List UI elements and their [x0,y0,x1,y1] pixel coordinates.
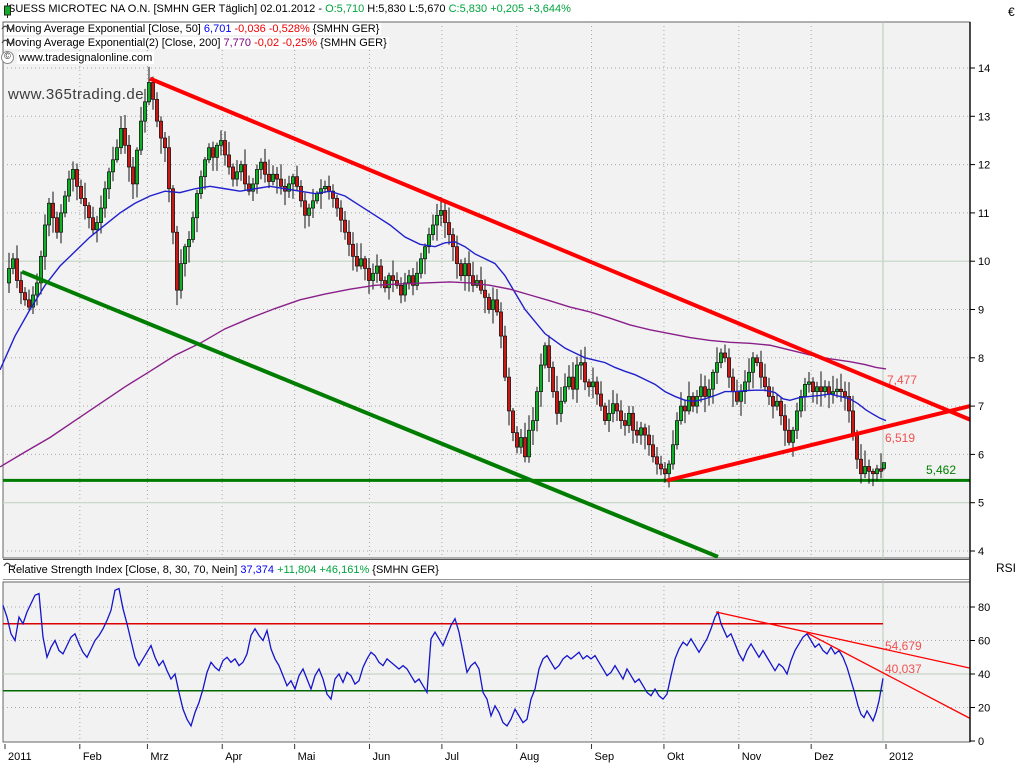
month-label: Aug [520,751,540,763]
header-segment: Relative Strength Index [Close, 8, 30, 7… [8,563,241,576]
price-tick-label: 10 [978,256,990,268]
resistance-trendline[interactable] [149,76,971,422]
rsi-axis[interactable]: RSI 80 60 40 20 0 [970,561,1016,748]
value-label: 7,477 [887,373,917,387]
month-label: 2012 [889,751,913,763]
instrument-summary: SUESS MICROTEC NA O.N. [SMHN GER Täglich… [6,3,573,15]
price-tick-label: 11 [978,208,989,220]
rsi-line[interactable] [2,587,884,728]
month-label: Dez [814,751,834,763]
header-segment: -0,02 -0,25% [254,37,321,49]
rsi-axis-label: RSI [996,561,1016,575]
price-tick-label: 8 [978,353,984,365]
value-label: 6,519 [885,431,915,445]
rsi-trendline-lower[interactable] [806,632,971,719]
header-segment: 7,770 [223,37,255,49]
month-label: Feb [83,751,102,763]
rsi-trendline-upper[interactable] [715,611,971,669]
header-segment: SUESS MICROTEC NA O.N. [SMHN GER Täglich… [8,3,326,15]
ma50-line[interactable] [0,185,887,422]
rsi-header: Relative Strength Index [Close, 8, 30, 7… [3,559,969,580]
price-tick-label: 6 [978,449,984,461]
header-segment: +11,804 +46,161% [277,563,373,576]
channel-trendline[interactable] [21,269,719,559]
price-tick-label: 13 [978,111,990,123]
copyright-line: © www.tradesignalonline.com [1,51,155,64]
value-label: 5,462 [926,463,956,477]
trendline-value-labels: 7,477 6,519 5,462 54,679 40,037 [885,373,956,676]
value-label: 40,037 [885,662,922,676]
rsi-gridlines [3,606,970,708]
month-gridlines [79,22,812,742]
header-segment: O:5,710 [325,3,368,15]
price-tick-label: 9 [978,305,984,317]
candlestick-series [7,66,886,488]
month-label: Sep [595,751,615,763]
value-label: 54,679 [885,639,922,653]
rsi-tick-label: 40 [978,669,990,681]
month-label: Jun [372,751,390,763]
month-label: Mai [298,751,316,763]
month-label: Mrz [150,751,168,763]
price-tick-label: 7 [978,401,984,413]
time-axis[interactable]: 2011 Feb Mrz Apr Mai Jun Jul Aug Sep Okt Nov Dez 201… [4,744,913,763]
copyright-text: www.tradesignalonline.com [17,51,155,64]
header-segment: H:5,830 L:5,670 [367,3,449,15]
header-segment: -0,036 -0,528% [234,23,313,35]
price-tick-label: 5 [978,498,984,510]
price-tick-label: 12 [978,160,990,172]
ma200-summary: Moving Average Exponential(2) [Close, 20… [4,37,389,49]
rsi-tick-label: 80 [978,602,990,614]
currency-label: € [1008,5,1015,19]
header-segment: {SMHN GER} [320,37,387,49]
rsi-chart-area[interactable] [2,581,971,743]
price-axis[interactable]: €14 13 12 11 10 9 8 7 6 5 4 [970,5,1015,558]
month-label: 2011 [8,751,32,763]
month-label: Nov [742,751,762,763]
header-segment: {SMHN GER} [372,563,439,576]
header-segment: Moving Average Exponential(2) [Close, 20… [6,37,224,49]
month-label: Okt [667,751,684,763]
instrument-header: SUESS MICROTEC NA O.N. [SMHN GER Täglich… [3,3,573,18]
ma200-line[interactable] [0,281,887,468]
month-label: Apr [225,751,242,763]
wedge-support-trendline[interactable] [666,404,971,483]
rsi-summary: Relative Strength Index [Close, 8, 30, 7… [8,564,439,576]
rsi-tick-label: 20 [978,703,990,715]
watermark: www.365trading.de [8,86,145,103]
header-segment: Moving Average Exponential [Close, 50] [6,23,204,35]
copyright-icon: © [1,51,14,64]
header-segment: {SMHN GER} [312,23,380,35]
header-segment: 6,701 [203,23,235,35]
ma200-header: Moving Average Exponential(2) [Close, 20… [1,37,389,49]
header-segment: C:5,830 +0,205 +3,644% [448,3,571,15]
ma50-summary: Moving Average Exponential [Close, 50] 6… [4,23,382,35]
month-label: Jul [445,751,459,763]
price-tick-label: 14 [978,63,990,75]
rsi-tick-label: 60 [978,636,990,648]
rsi-tick-label: 0 [978,736,984,748]
price-gridlines [3,67,970,552]
header-segment: 37,374 [240,563,278,576]
ma50-header: Moving Average Exponential [Close, 50] 6… [1,23,382,35]
price-tick-label: 4 [978,546,984,558]
